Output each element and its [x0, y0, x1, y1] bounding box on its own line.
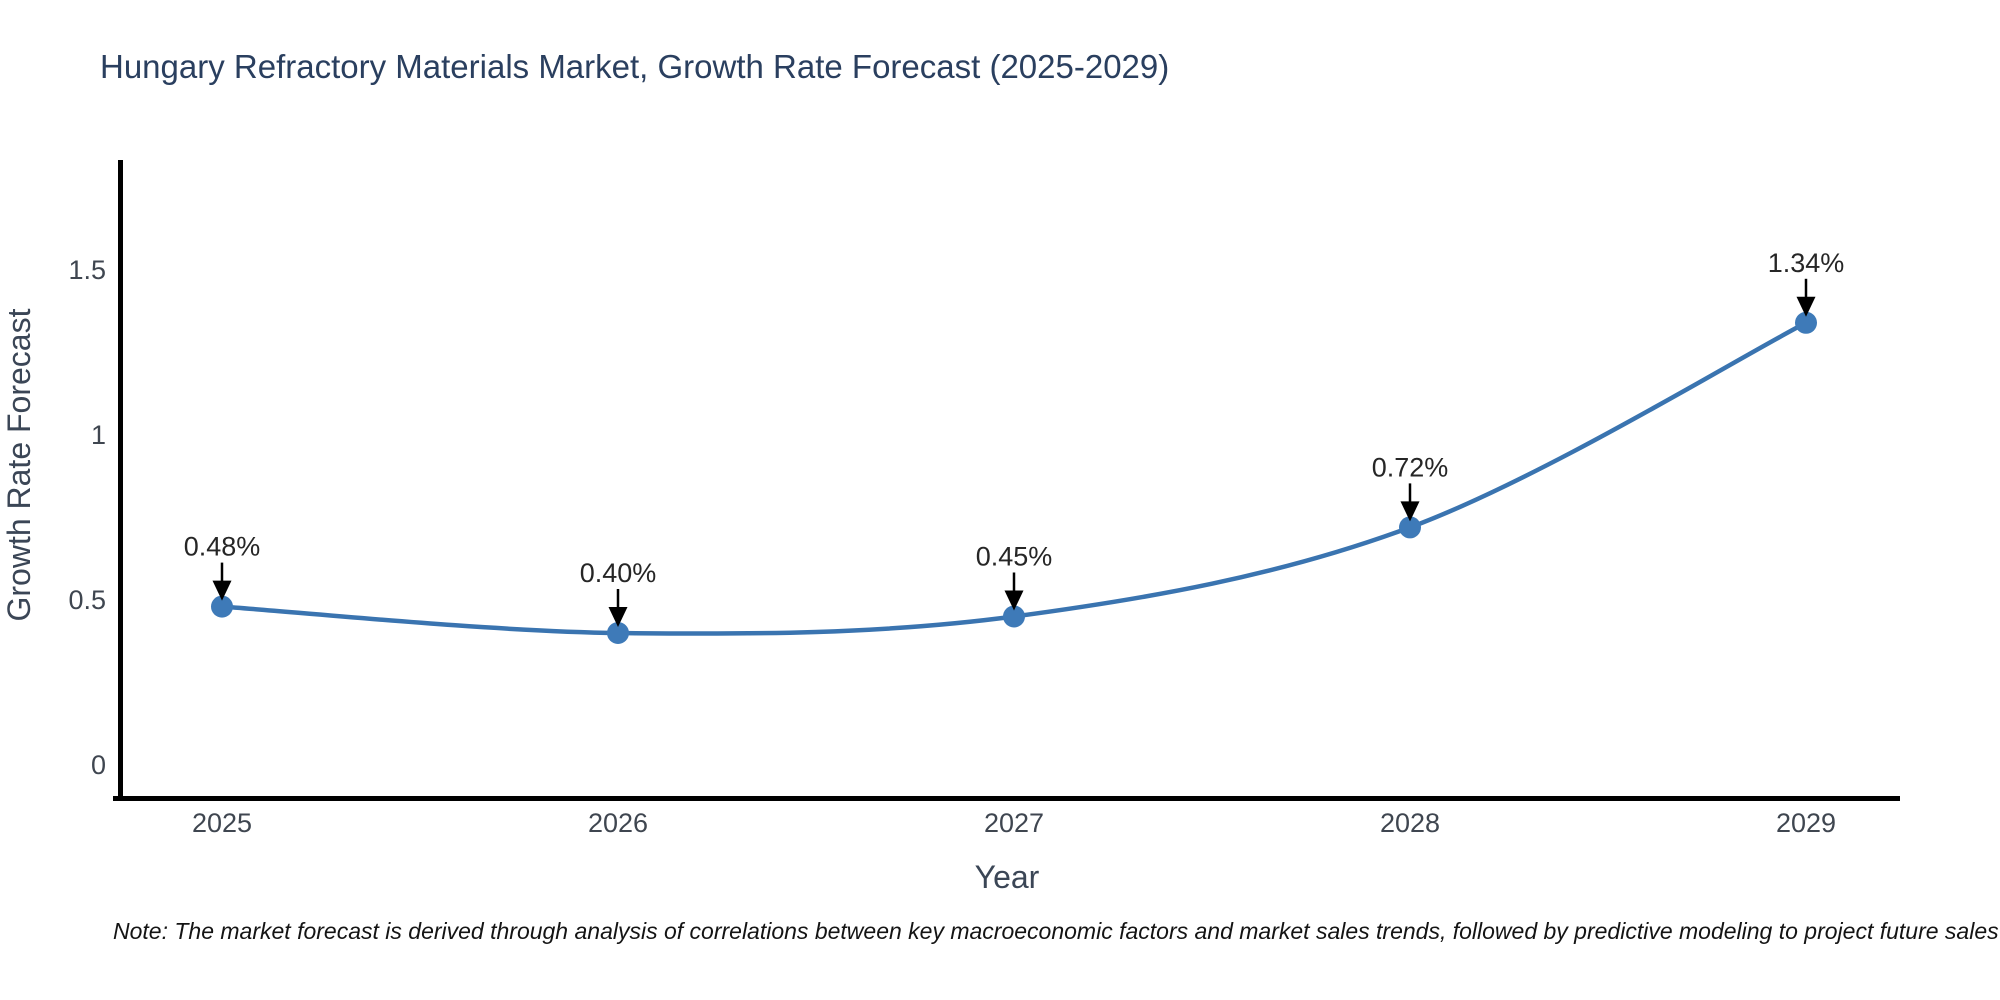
x-tick-label: 2025: [192, 808, 252, 838]
x-axis-title: Year: [975, 859, 1040, 895]
chart-title: Hungary Refractory Materials Market, Gro…: [100, 48, 1170, 85]
x-tick-label: 2027: [984, 808, 1044, 838]
data-point-marker: [607, 622, 629, 644]
chart-footnote: Note: The market forecast is derived thr…: [113, 918, 1999, 944]
annotation-label: 0.72%: [1372, 452, 1449, 482]
annotation-arrowhead: [1004, 590, 1024, 611]
annotation-arrowhead: [608, 607, 628, 627]
annotation-arrowhead: [1796, 296, 1816, 317]
annotation-label: 0.48%: [184, 532, 261, 562]
annotation-label: 0.45%: [976, 542, 1053, 572]
data-point-marker: [211, 595, 233, 618]
y-tick-label: 1.5: [68, 255, 106, 285]
annotation-label: 1.34%: [1768, 248, 1845, 278]
y-tick-label: 0: [91, 750, 106, 780]
y-tick-label: 0.5: [68, 585, 106, 615]
y-tick-label: 1: [91, 420, 106, 450]
annotation-arrowhead: [1400, 501, 1420, 522]
data-point-marker: [1399, 516, 1421, 539]
y-axis-title: Growth Rate Forecast: [1, 308, 37, 621]
x-tick-label: 2026: [588, 808, 648, 838]
annotation-label: 0.40%: [580, 558, 657, 588]
data-point-marker: [1003, 605, 1025, 628]
annotation-arrowhead: [212, 580, 232, 601]
x-tick-label: 2029: [1776, 808, 1836, 838]
x-tick-label: 2028: [1380, 808, 1440, 838]
data-point-marker: [1795, 311, 1817, 334]
